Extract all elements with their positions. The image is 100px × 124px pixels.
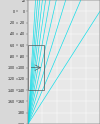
Bar <box>28 45 44 90</box>
